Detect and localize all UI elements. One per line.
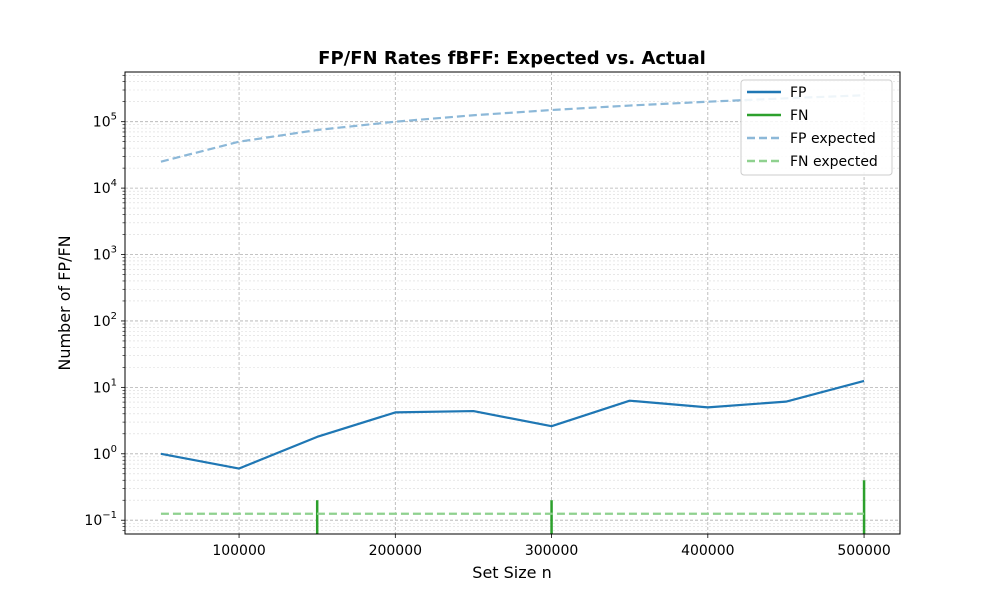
x-tick-label: 100000 — [212, 543, 265, 559]
legend-label-fp: FP — [790, 85, 807, 101]
legend-label-fp-expected: FP expected — [790, 131, 876, 147]
x-tick-label: 500000 — [837, 543, 890, 559]
series-line-fp — [160, 379, 865, 470]
legend: FP FN FP expected FN expected — [740, 79, 893, 176]
legend-label-fn-expected: FN expected — [790, 154, 878, 170]
legend-box — [740, 79, 893, 176]
plot-frame — [124, 71, 901, 535]
x-tick-label: 200000 — [369, 543, 422, 559]
y-axis-label: Number of FP/FN — [55, 235, 74, 370]
x-tick-label: 300000 — [525, 543, 578, 559]
legend-label-fn: FN — [790, 108, 809, 124]
x-tick-label: 400000 — [681, 543, 734, 559]
x-axis-label: Set Size n — [472, 563, 551, 582]
chart-title: FP/FN Rates fBFF: Expected vs. Actual — [318, 48, 706, 69]
